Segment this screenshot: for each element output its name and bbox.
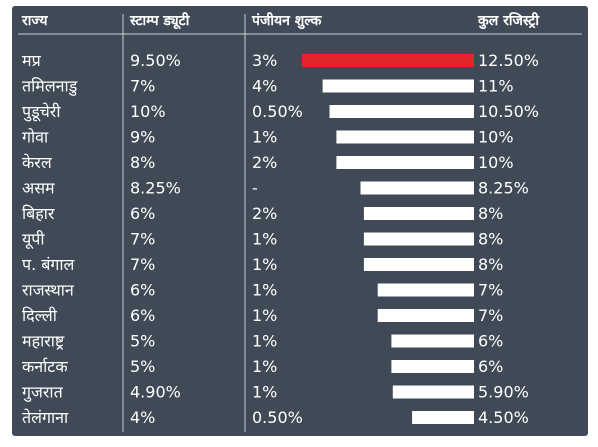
stamp-duty-value: 4% — [130, 408, 155, 427]
registration-fee-value: 4% — [252, 77, 277, 96]
state-label: गुजरात — [22, 383, 64, 403]
stamp-duty-value: 4.90% — [130, 383, 181, 402]
registration-fee-value: 1% — [252, 332, 277, 351]
state-label: यूपी — [22, 230, 45, 250]
stamp-duty-value: 8.25% — [130, 179, 181, 198]
registration-fee-value: 1% — [252, 128, 277, 147]
state-label: दिल्ली — [22, 306, 58, 325]
total-registry-bar — [302, 54, 474, 67]
stamp-duty-value: 5% — [130, 357, 155, 376]
state-label: गोवा — [22, 128, 49, 147]
stamp-duty-value: 7% — [130, 255, 155, 274]
state-label: राजस्थान — [22, 281, 75, 300]
total-registry-value: 7% — [478, 281, 503, 300]
state-label: पुडूचेरी — [22, 102, 61, 122]
registration-fee-value: 1% — [252, 357, 277, 376]
state-label: मप्र — [22, 51, 42, 70]
state-label: बिहार — [22, 204, 55, 223]
registration-fee-value: 1% — [252, 230, 277, 249]
total-registry-bar — [322, 79, 474, 93]
total-registry-bar — [329, 105, 474, 118]
header-state: राज्य — [21, 13, 48, 29]
registration-fee-value: 0.50% — [252, 408, 303, 427]
header-registration-fee: पंजीयन शुल्क — [251, 12, 323, 30]
total-registry-bar — [391, 360, 474, 373]
total-registry-bar — [392, 385, 474, 399]
registration-fee-value: 3% — [252, 51, 277, 70]
registration-fee-value: 1% — [252, 255, 277, 274]
stamp-duty-value: 7% — [130, 230, 155, 249]
total-registry-bar — [363, 207, 474, 220]
registration-fee-value: 2% — [252, 153, 277, 172]
total-registry-bar — [360, 181, 474, 195]
registration-fee-value: 1% — [252, 383, 277, 402]
total-registry-value: 10% — [478, 128, 514, 147]
stamp-duty-value: 6% — [130, 306, 155, 325]
total-registry-value: 7% — [478, 306, 503, 325]
header-stamp-duty: स्टाम्प ड्यूटी — [129, 12, 191, 30]
stamp-duty-value: 7% — [130, 77, 155, 96]
total-registry-value: 6% — [478, 357, 503, 376]
total-registry-value: 8.25% — [478, 179, 529, 198]
total-registry-bar — [377, 309, 474, 322]
total-registry-bar — [363, 232, 474, 246]
stamp-duty-value: 6% — [130, 281, 155, 300]
state-label: महाराष्ट्र — [22, 332, 65, 351]
state-label: प. बंगाल — [22, 255, 76, 274]
total-registry-bar — [412, 411, 474, 424]
registration-fee-value: 1% — [252, 281, 277, 300]
total-registry-value: 11% — [478, 77, 514, 96]
registration-fee-value: - — [252, 179, 258, 198]
stamp-duty-value: 5% — [130, 332, 155, 351]
registration-fee-value: 1% — [252, 306, 277, 325]
total-registry-value: 10.50% — [478, 102, 539, 121]
stamp-duty-value: 9.50% — [130, 51, 181, 70]
total-registry-value: 12.50% — [478, 51, 539, 70]
total-registry-value: 8% — [478, 204, 503, 223]
total-registry-value: 5.90% — [478, 383, 529, 402]
total-registry-bar — [336, 130, 474, 144]
state-label: तेलंगाना — [22, 408, 69, 427]
total-registry-value: 8% — [478, 255, 503, 274]
state-label: तमिलनाडु — [22, 77, 78, 97]
total-registry-value: 6% — [478, 332, 503, 351]
stamp-duty-value: 8% — [130, 153, 155, 172]
stamp-duty-value: 9% — [130, 128, 155, 147]
stamp-duty-value: 6% — [130, 204, 155, 223]
state-label: केरल — [22, 153, 53, 172]
total-registry-value: 4.50% — [478, 408, 529, 427]
registration-fee-value: 2% — [252, 204, 277, 223]
table-panel — [12, 6, 588, 436]
total-registry-bar — [377, 283, 474, 297]
total-registry-bar — [363, 258, 474, 271]
state-label: असम — [22, 179, 55, 198]
total-registry-bar — [336, 156, 474, 169]
header-total-registry: कुल रजिस्ट्री — [477, 12, 540, 30]
total-registry-value: 8% — [478, 230, 503, 249]
total-registry-value: 10% — [478, 153, 514, 172]
state-label: कर्नाटक — [22, 357, 68, 376]
total-registry-bar — [391, 334, 474, 348]
registration-fee-value: 0.50% — [252, 102, 303, 121]
stamp-duty-value: 10% — [130, 102, 166, 121]
